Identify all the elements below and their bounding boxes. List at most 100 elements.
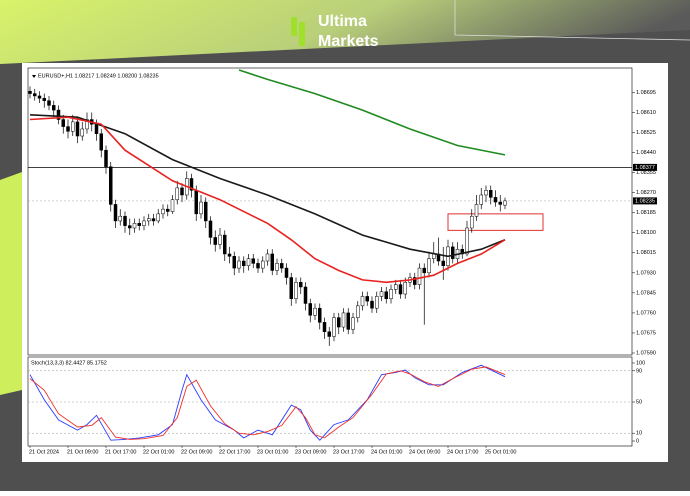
line bbox=[29, 366, 506, 440]
candle-body bbox=[42, 98, 46, 101]
candle-body bbox=[28, 90, 32, 94]
candle-body bbox=[227, 253, 232, 257]
candle-body bbox=[142, 220, 146, 226]
y-tick-label: 1.07845 bbox=[636, 290, 656, 296]
y-tick-label: 50 bbox=[636, 399, 642, 405]
candle-body bbox=[33, 93, 37, 97]
candle-body bbox=[194, 190, 198, 215]
candle-body bbox=[474, 204, 479, 217]
background-band bbox=[0, 0, 690, 64]
candle-body bbox=[427, 258, 431, 274]
chart-title: Stoch(13,3,3) 82.4427 85.1752 bbox=[31, 360, 107, 366]
line bbox=[29, 116, 506, 284]
line bbox=[29, 114, 506, 258]
x-tick-label: 22 Oct 09:00 bbox=[181, 449, 213, 455]
decoration bbox=[454, 0, 690, 41]
candle-body bbox=[99, 133, 103, 151]
x-tick-label: 21 Oct 17:00 bbox=[105, 449, 137, 455]
candle-body bbox=[417, 267, 422, 285]
candle-body bbox=[37, 95, 42, 99]
y-tick-label: 1.08185 bbox=[636, 210, 656, 216]
x-tick-label: 24 Oct 01:00 bbox=[371, 449, 403, 455]
candle-body bbox=[375, 296, 379, 309]
candle-body bbox=[337, 317, 341, 328]
candle-body bbox=[489, 190, 493, 198]
candle-body bbox=[47, 100, 51, 106]
candle-body bbox=[128, 225, 132, 229]
candle-body bbox=[137, 223, 141, 226]
x-tick-label: 21 Oct 09:00 bbox=[67, 449, 99, 455]
candle-body bbox=[384, 291, 388, 300]
candle-body bbox=[289, 277, 293, 300]
y-tick-label: 1.07590 bbox=[636, 350, 656, 356]
candle-body bbox=[80, 128, 84, 137]
y-tick-label: 1.07675 bbox=[636, 330, 656, 336]
candle-body bbox=[389, 289, 393, 300]
y-tick-label: 1.08270 bbox=[636, 190, 656, 196]
candle-body bbox=[213, 237, 217, 245]
candle-body bbox=[56, 109, 61, 120]
candle-body bbox=[261, 260, 265, 269]
candle-body bbox=[308, 303, 312, 316]
candle-body bbox=[470, 215, 474, 229]
candle-body bbox=[493, 197, 498, 203]
price-label-bg bbox=[633, 197, 657, 205]
title-icon bbox=[32, 75, 36, 78]
candle-body bbox=[208, 220, 213, 238]
candle-body bbox=[313, 307, 317, 316]
y-tick-label: 1.08525 bbox=[636, 130, 656, 136]
candle-body bbox=[242, 260, 246, 266]
candle-body bbox=[113, 204, 118, 222]
chart-panel bbox=[22, 63, 668, 462]
y-tick-label: 1.08610 bbox=[636, 110, 656, 116]
candle-body bbox=[379, 291, 384, 297]
main-frame bbox=[27, 67, 633, 356]
y-tick-label: 10 bbox=[636, 431, 642, 437]
y-tick-label: 1.08355 bbox=[636, 170, 656, 176]
candle-body bbox=[85, 119, 89, 130]
candle-body bbox=[441, 260, 445, 266]
candle-body bbox=[284, 267, 289, 278]
candle-body bbox=[294, 282, 298, 300]
y-tick-label: 100 bbox=[636, 360, 645, 366]
candle-body bbox=[94, 123, 99, 134]
candle-body bbox=[322, 322, 327, 333]
level-label-bg bbox=[633, 163, 657, 171]
candle-body bbox=[180, 187, 184, 196]
x-tick-label: 24 Oct 09:00 bbox=[409, 449, 441, 455]
candle-body bbox=[151, 218, 156, 222]
price-label: 1.08235 bbox=[635, 198, 655, 204]
candle-body bbox=[303, 286, 308, 304]
candle-body bbox=[237, 260, 241, 269]
logo-text: Markets bbox=[318, 33, 379, 50]
candle-body bbox=[223, 234, 227, 255]
y-tick-label: 90 bbox=[636, 368, 642, 374]
candle-body bbox=[318, 307, 322, 323]
candle-body bbox=[132, 223, 137, 229]
logo-icon bbox=[299, 22, 305, 46]
candle-body bbox=[109, 166, 113, 205]
candle-body bbox=[422, 267, 426, 274]
candle-body bbox=[503, 200, 507, 206]
y-tick-label: 1.08695 bbox=[636, 90, 656, 96]
candle-body bbox=[256, 263, 260, 269]
candle-body bbox=[204, 201, 208, 222]
candle-body bbox=[270, 253, 274, 271]
y-tick-label: 1.08100 bbox=[636, 230, 656, 236]
candle-body bbox=[356, 305, 360, 318]
level-label: 1.08377 bbox=[635, 165, 655, 171]
candle-body bbox=[465, 227, 469, 255]
y-tick-label: 1.08440 bbox=[636, 150, 656, 156]
annotation-box bbox=[447, 213, 544, 231]
candle-body bbox=[365, 296, 369, 302]
y-tick-label: 1.07760 bbox=[636, 310, 656, 316]
candle-body bbox=[61, 119, 65, 127]
line bbox=[29, 364, 506, 441]
candle-body bbox=[398, 284, 403, 295]
candle-body bbox=[370, 300, 374, 309]
candle-body bbox=[451, 246, 455, 259]
x-tick-label: 25 Oct 01:00 bbox=[485, 449, 517, 455]
candle-body bbox=[413, 277, 417, 285]
x-tick-label: 23 Oct 09:00 bbox=[295, 449, 327, 455]
candle-body bbox=[104, 149, 108, 167]
